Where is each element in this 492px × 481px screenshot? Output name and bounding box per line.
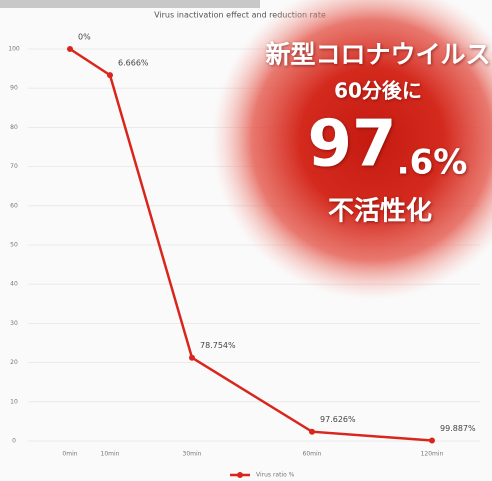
x-tick-label: 10min (101, 451, 120, 458)
point (189, 355, 195, 361)
x-tick-label: 120min (421, 451, 444, 458)
legend-marker (237, 472, 243, 478)
point (309, 429, 315, 435)
y-tick-label: 60 (10, 202, 18, 209)
data-label: 97.626% (320, 415, 356, 424)
point (429, 438, 435, 444)
data-label: 0% (78, 33, 91, 42)
y-tick-label: 30 (10, 320, 18, 327)
x-tick-label: 60min (303, 451, 322, 458)
y-tick-label: 90 (10, 85, 18, 92)
data-label: 6.666% (118, 59, 149, 68)
y-tick-label: 80 (10, 124, 18, 131)
overlay-line: 60分後に (334, 79, 422, 103)
y-tick-label: 100 (8, 46, 20, 53)
y-tick-label: 0 (12, 438, 16, 445)
point (107, 72, 113, 78)
y-tick-label: 70 (10, 163, 18, 170)
x-tick-label: 30min (183, 451, 202, 458)
overlay-line: 不活性化 (328, 197, 432, 227)
overlay-big: 97 (307, 108, 396, 182)
data-label: 99.887% (440, 424, 476, 433)
top-bar (0, 0, 260, 8)
legend-label: Virus ratio % (256, 472, 295, 479)
overlay-small: .6% (397, 143, 468, 183)
y-tick-label: 50 (10, 242, 18, 249)
chart: Virus inactivation effect and reduction … (0, 0, 492, 481)
x-tick-label: 0min (62, 451, 77, 458)
data-label: 78.754% (200, 341, 236, 350)
y-tick-label: 20 (10, 359, 18, 366)
point (67, 46, 73, 52)
y-tick-label: 10 (10, 398, 18, 405)
overlay-line: 新型コロナウイルス (265, 40, 490, 69)
y-tick-label: 40 (10, 281, 18, 288)
